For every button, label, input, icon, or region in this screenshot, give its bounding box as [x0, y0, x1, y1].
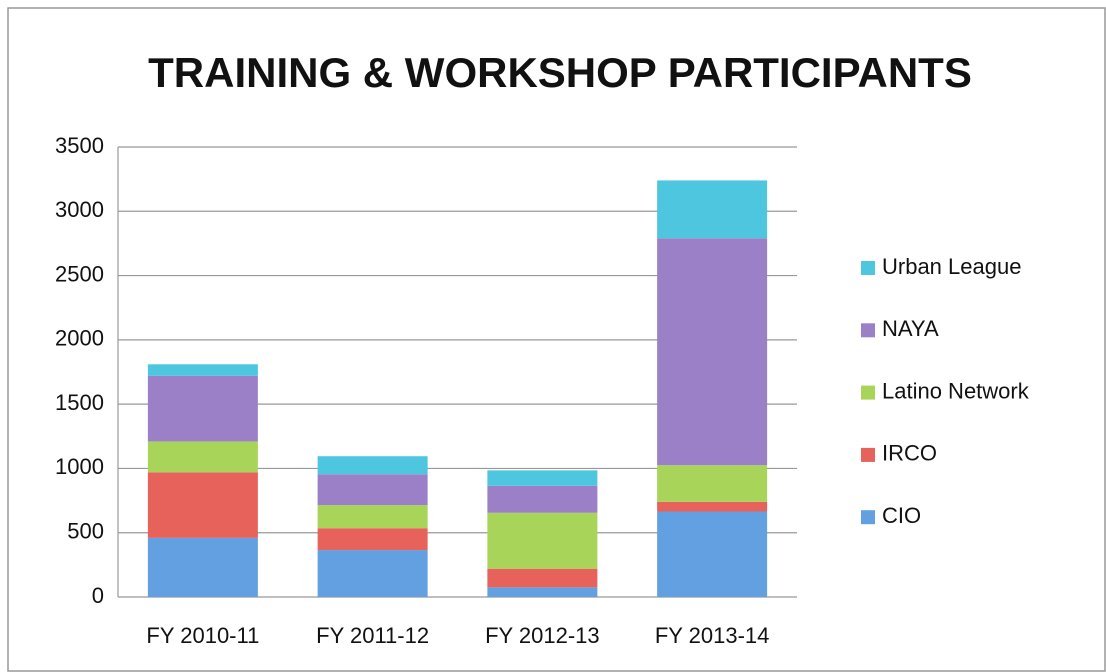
legend-label: NAYA: [882, 316, 939, 341]
bar-segment: [657, 511, 768, 597]
y-tick-label: 1000: [55, 454, 104, 479]
legend-swatch: [861, 323, 875, 338]
bar-segment: [147, 537, 258, 597]
bar-segment: [317, 550, 428, 597]
bar-segment: [657, 238, 768, 466]
y-tick-label: 500: [67, 519, 104, 544]
y-tick-label: 1500: [55, 390, 104, 415]
x-tick-label: FY 2010-11: [146, 623, 259, 648]
bar-segment: [147, 441, 258, 473]
bar-segment: [147, 364, 258, 376]
bar-segment: [487, 470, 598, 486]
legend-swatch: [861, 447, 875, 462]
bar-segment: [487, 485, 598, 513]
bar-segment: [657, 180, 768, 239]
legend-swatch: [861, 510, 875, 525]
bar-segment: [657, 501, 768, 512]
bar-segment: [487, 512, 598, 569]
legend-label: CIO: [882, 503, 921, 528]
bar-segment: [317, 474, 428, 506]
legend-swatch: [861, 385, 875, 400]
legend-swatch: [861, 261, 875, 275]
x-tick-label: FY 2013-14: [655, 623, 770, 648]
bar-segment: [487, 587, 598, 597]
x-tick-label: FY 2011-12: [316, 623, 429, 648]
legend-label: Latino Network: [882, 378, 1030, 403]
bar-segment: [487, 568, 598, 588]
y-tick-label: 3500: [55, 133, 104, 158]
y-tick-label: 0: [92, 583, 104, 608]
y-tick-label: 2500: [55, 261, 104, 286]
bar-segment: [147, 472, 258, 538]
bar-segment: [317, 505, 428, 529]
bar-segment: [147, 375, 258, 442]
y-tick-label: 3000: [55, 197, 104, 222]
legend-label: Urban League: [882, 254, 1021, 279]
y-tick-label: 2000: [55, 326, 104, 351]
chart-title: TRAINING & WORKSHOP PARTICIPANTS: [148, 49, 972, 96]
legend-label: IRCO: [882, 441, 937, 466]
bar-segment: [317, 528, 428, 551]
bar-segment: [657, 465, 768, 502]
bar-segment: [317, 456, 428, 475]
x-tick-label: FY 2012-13: [485, 623, 600, 648]
